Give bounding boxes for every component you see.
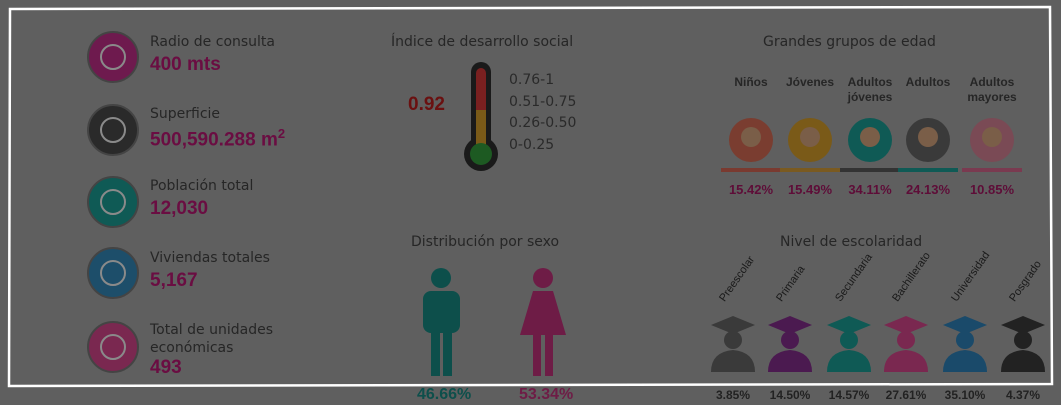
grad-head <box>1014 331 1032 349</box>
schooling-percent: 3.85% <box>703 388 763 402</box>
grad-body <box>711 350 755 372</box>
sex-title: Distribución por sexo <box>411 234 559 250</box>
male-figure <box>423 268 460 376</box>
stat-unit-power: 2 <box>278 126 285 141</box>
age-bar <box>962 168 1022 172</box>
schooling-percent: 27.61% <box>876 388 936 402</box>
schooling-percent: 4.37% <box>993 388 1053 402</box>
index-range: 0.51-0.75 <box>509 94 576 110</box>
stat-icon <box>88 248 138 298</box>
schooling-title: Nivel de escolaridad <box>780 234 922 250</box>
age-percent: 24.13% <box>898 182 958 197</box>
stat-value: 400 mts <box>150 54 221 76</box>
grad-body <box>768 350 812 372</box>
stat-value: 493 <box>150 357 182 379</box>
stat-icon <box>88 322 138 372</box>
social-value: 0.92 <box>408 94 445 116</box>
age-label: Adultos jóvenes <box>838 75 902 105</box>
index-range: 0.76-1 <box>509 72 554 88</box>
age-title: Grandes grupos de edad <box>763 34 936 50</box>
grad-body <box>827 350 871 372</box>
age-face-head <box>741 127 761 147</box>
social-title: Índice de desarrollo social <box>391 34 573 50</box>
stat-icon <box>88 105 138 155</box>
stat-value: 12,030 <box>150 198 208 220</box>
age-percent: 15.49% <box>780 182 840 197</box>
age-bar <box>721 168 781 172</box>
stat-value: 500,590.288 m2 <box>150 126 285 151</box>
grad-head <box>840 331 858 349</box>
stat-icon <box>88 32 138 82</box>
age-face-head <box>982 127 1002 147</box>
female-figure <box>520 268 566 376</box>
index-range: 0.26-0.50 <box>509 115 576 131</box>
page: Índice de desarrollo social 0.92 Grandes… <box>0 0 1061 405</box>
age-label: Adultos <box>896 75 960 90</box>
grad-body <box>943 350 987 372</box>
age-face-head <box>918 127 938 147</box>
age-face-head <box>860 127 880 147</box>
grad-head <box>956 331 974 349</box>
schooling-percent: 14.57% <box>819 388 879 402</box>
age-percent: 10.85% <box>962 182 1022 197</box>
age-percent: 15.42% <box>721 182 781 197</box>
age-face-head <box>800 127 820 147</box>
age-bar <box>840 168 900 172</box>
index-range: 0-0.25 <box>509 137 554 153</box>
age-bar <box>780 168 840 172</box>
female-percent: 53.34% <box>519 386 573 404</box>
grad-head <box>781 331 799 349</box>
stat-label: Superficie <box>150 105 300 123</box>
stat-label: Total de unidades económicas <box>150 321 300 357</box>
grad-body <box>884 350 928 372</box>
stat-label: Viviendas totales <box>150 249 300 267</box>
schooling-percent: 35.10% <box>935 388 995 402</box>
grad-body <box>1001 350 1045 372</box>
grad-head <box>897 331 915 349</box>
male-percent: 46.66% <box>417 386 471 404</box>
stat-value: 5,167 <box>150 270 198 292</box>
stat-label: Radio de consulta <box>150 33 300 51</box>
age-percent: 34.11% <box>840 182 900 197</box>
age-label: Niños <box>719 75 783 90</box>
thermometer <box>464 62 498 171</box>
grad-head <box>724 331 742 349</box>
age-label: Adultos mayores <box>960 75 1024 105</box>
age-bar <box>898 168 958 172</box>
stat-icon <box>88 177 138 227</box>
age-label: Jóvenes <box>778 75 842 90</box>
schooling-percent: 14.50% <box>760 388 820 402</box>
stat-label: Población total <box>150 177 300 195</box>
